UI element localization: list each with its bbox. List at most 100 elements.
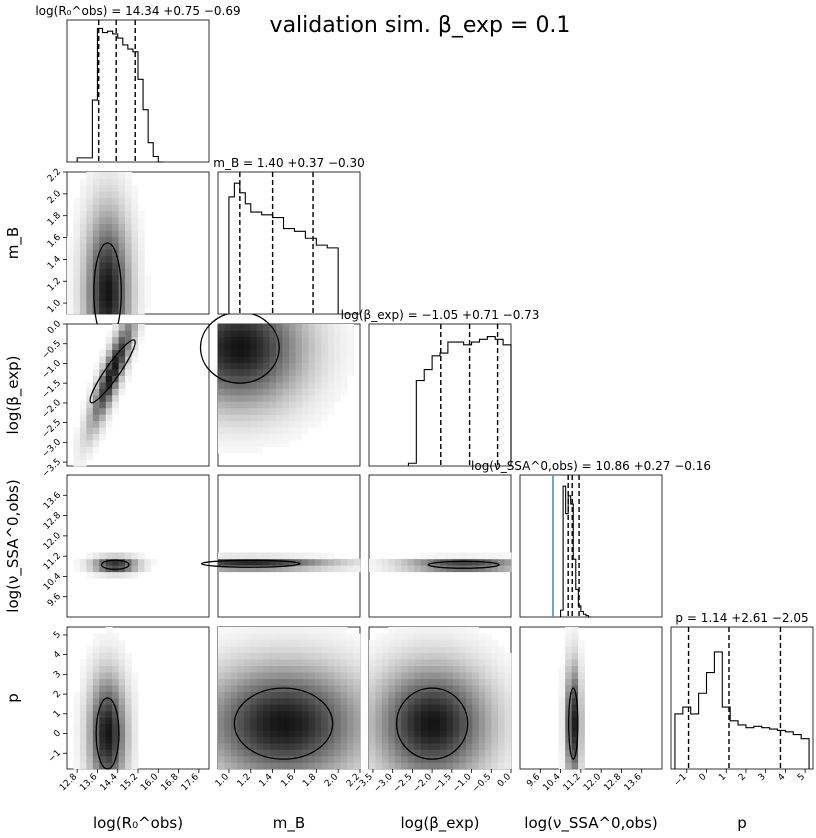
density-cell <box>73 717 81 725</box>
density-cell <box>237 552 245 560</box>
density-cell <box>243 743 251 750</box>
density-cell <box>92 698 100 705</box>
density-panel-lognu-p <box>519 626 663 770</box>
density-cell <box>138 558 145 566</box>
density-cell <box>86 197 94 205</box>
density-cell <box>308 685 316 692</box>
density-cell <box>491 665 499 673</box>
density-cell <box>118 369 126 376</box>
density-cell <box>353 749 361 757</box>
density-cell <box>250 646 258 654</box>
density-cell <box>427 665 434 673</box>
density-cell <box>224 749 232 757</box>
density-cell <box>218 756 225 763</box>
density-cell <box>99 433 107 441</box>
density-cell <box>99 756 107 763</box>
density-cell <box>282 743 290 750</box>
density-cell <box>230 407 238 415</box>
density-cell <box>295 717 303 725</box>
density-cell <box>86 249 94 257</box>
density-cell <box>407 710 415 718</box>
x-tick-label: 0.0 <box>496 772 513 789</box>
density-cell <box>73 268 81 276</box>
density-cell <box>256 558 264 566</box>
density-cell <box>243 627 251 634</box>
density-cell <box>498 743 505 750</box>
density-cell <box>414 717 421 725</box>
density-cell <box>256 652 264 660</box>
density-cell <box>289 698 296 705</box>
density-cell <box>491 558 499 566</box>
density-cell <box>105 349 113 357</box>
density-cell <box>276 558 283 566</box>
density-cell <box>269 433 277 441</box>
density-cell <box>92 571 100 579</box>
density-cell <box>334 678 341 686</box>
density-cell <box>485 762 492 770</box>
density-cell <box>131 243 139 250</box>
density-cell <box>446 552 454 560</box>
density-cell <box>112 736 119 744</box>
density-cell <box>118 236 126 244</box>
density-cell <box>99 633 107 641</box>
density-cell <box>478 723 486 731</box>
density-cell <box>67 236 74 244</box>
density-cell <box>243 330 251 338</box>
density-cell <box>250 698 258 705</box>
density-cell <box>565 749 572 757</box>
density-cell <box>118 324 126 331</box>
density-cell <box>243 646 251 654</box>
density-cell <box>459 627 467 634</box>
density-cell <box>301 691 309 699</box>
density-cell <box>578 659 585 667</box>
density-cell <box>334 691 341 699</box>
density-cell <box>452 627 460 634</box>
density-cell <box>388 565 396 573</box>
density-cell <box>276 440 283 447</box>
density-cell <box>571 749 579 757</box>
density-cell <box>105 552 113 560</box>
density-cell <box>282 665 290 673</box>
density-cell <box>282 420 290 428</box>
density-cell <box>125 659 132 667</box>
density-cell <box>440 685 447 692</box>
density-cell <box>295 362 303 370</box>
density-cell <box>440 633 447 641</box>
density-cell <box>558 691 566 699</box>
density-cell <box>459 749 467 757</box>
density-cell <box>289 652 296 660</box>
density-cell <box>394 698 402 705</box>
density-cell <box>250 375 258 383</box>
density-cell <box>237 362 245 370</box>
density-cell <box>282 336 290 344</box>
density-cell <box>353 659 361 667</box>
density-cell <box>218 717 225 725</box>
density-cell <box>394 639 402 647</box>
density-cell <box>73 210 81 218</box>
density-cell <box>327 698 335 705</box>
density-cell <box>79 262 87 270</box>
density-cell <box>92 395 100 402</box>
density-cell <box>452 633 460 641</box>
density-cell <box>276 659 283 667</box>
density-cell <box>340 382 348 389</box>
density-cell <box>138 268 145 276</box>
density-cell <box>472 646 480 654</box>
density-cell <box>433 672 441 679</box>
density-cell <box>92 369 100 376</box>
density-cell <box>289 552 296 560</box>
density-cell <box>237 343 245 351</box>
density-cell <box>144 558 152 566</box>
density-cell <box>369 723 376 731</box>
density-cell <box>289 639 296 647</box>
density-cell <box>295 330 303 338</box>
y-tick-label: 4 <box>52 649 63 660</box>
density-cell <box>218 730 225 738</box>
density-cell <box>420 756 428 763</box>
density-cell <box>105 343 113 351</box>
density-cell <box>347 659 354 667</box>
density-cell <box>118 210 126 218</box>
density-cell <box>92 178 100 186</box>
density-cell <box>250 652 258 660</box>
density-cell <box>321 349 329 357</box>
